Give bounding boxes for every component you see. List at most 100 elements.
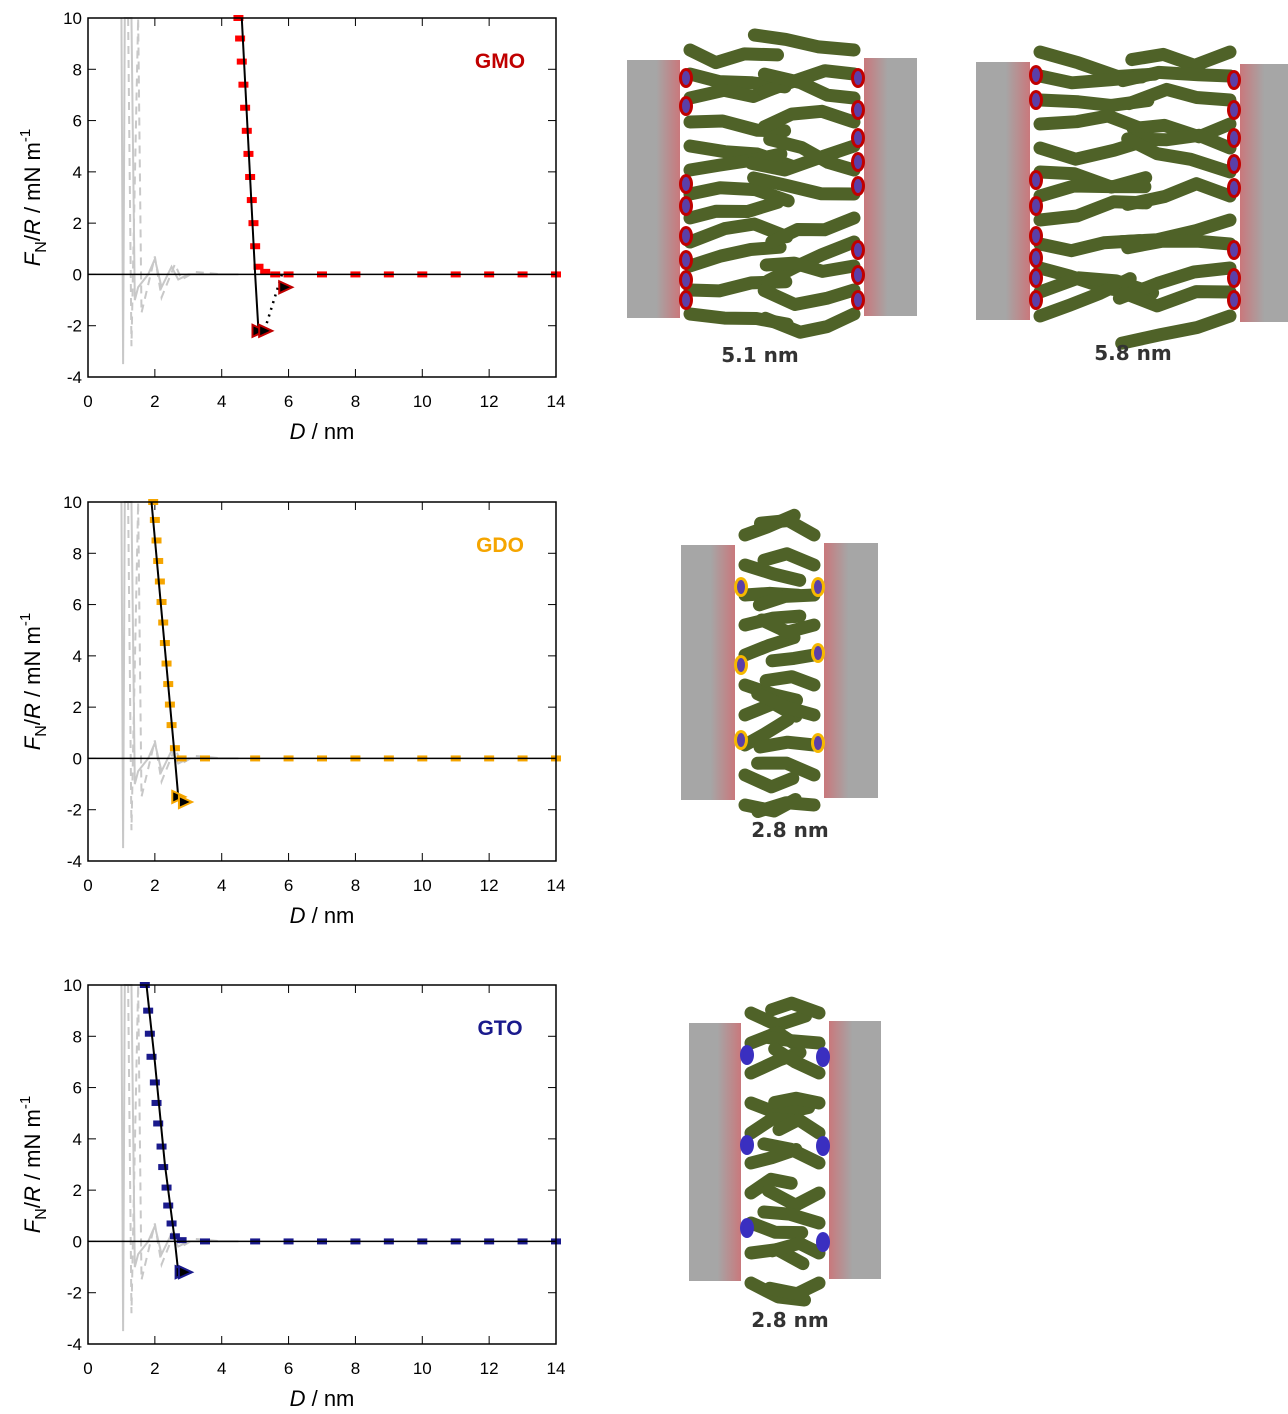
lipid-chain — [757, 1205, 826, 1230]
x-tick-label: 4 — [217, 1359, 226, 1378]
head-core — [819, 1235, 827, 1249]
y-tick-label: 6 — [73, 112, 82, 131]
separation-label: 2.8 nm — [751, 1308, 828, 1332]
data-point — [260, 268, 271, 275]
reference-curve — [120, 17, 239, 365]
surface — [976, 62, 1030, 320]
lipid-chain — [747, 171, 861, 201]
y-label-part: / — [20, 1201, 45, 1208]
data-point — [151, 1099, 162, 1106]
head-core — [1230, 181, 1238, 195]
lipid-chain — [757, 104, 861, 134]
y-label-part: N — [33, 1208, 50, 1220]
y-tick-label: 8 — [73, 544, 82, 563]
y-label-part: F — [20, 1218, 45, 1233]
fit-line — [240, 17, 260, 331]
lipid-chain — [758, 307, 861, 339]
head-core — [1032, 251, 1040, 265]
x-axis-label: D / nm — [290, 1386, 355, 1411]
lipid-chain — [765, 211, 861, 249]
y-tick-label: 10 — [63, 976, 82, 995]
head-core — [1230, 271, 1238, 285]
y-label-part: / mN m — [20, 1109, 45, 1186]
y-label-part: F — [20, 251, 45, 266]
schematic: 2.8 nm — [681, 508, 878, 842]
y-tick-label: -2 — [67, 317, 82, 336]
y-tick-label: 6 — [73, 1079, 82, 1098]
x-tick-label: 14 — [547, 876, 566, 895]
annotation: GTO — [477, 1017, 522, 1040]
y-tick-label: -4 — [67, 852, 82, 871]
lipid-chain — [751, 796, 821, 818]
lipid-chain — [763, 132, 861, 177]
lipid-chain — [763, 1276, 826, 1301]
y-tick-label: 10 — [63, 493, 82, 512]
data-point — [153, 1120, 164, 1127]
lipid-chain — [683, 147, 788, 177]
lipid-chain — [683, 43, 784, 70]
data-point — [149, 516, 160, 523]
lipid-chain — [761, 1184, 826, 1212]
lipid-chain — [738, 631, 801, 662]
lipid-chain — [757, 1137, 826, 1170]
y-tick-label: 4 — [73, 647, 82, 666]
head-core — [1032, 93, 1040, 107]
data-point — [238, 81, 249, 88]
schematic: 2.8 nm — [689, 996, 881, 1332]
y-tick-label: 10 — [63, 9, 82, 28]
x-axis-label: D / nm — [290, 419, 355, 444]
data-point — [253, 263, 264, 270]
surface — [1240, 64, 1288, 322]
y-label-part: R — [20, 1186, 45, 1202]
x-tick-label: 6 — [284, 392, 293, 411]
head-core — [819, 1050, 827, 1064]
lipid-chain — [757, 67, 861, 105]
y-tick-label: 0 — [73, 749, 82, 768]
lipid-chain — [1125, 45, 1237, 72]
separation-label: 5.8 nm — [1094, 341, 1171, 365]
head-core — [1032, 173, 1040, 187]
lipid-chain — [744, 1216, 809, 1240]
lipid-chain — [1121, 234, 1237, 255]
fit-line — [263, 274, 284, 329]
lipid-chain — [761, 1031, 826, 1050]
y-label-part: N — [33, 241, 50, 253]
lipid-chain — [772, 1113, 826, 1140]
lipid-chain — [747, 28, 861, 57]
data-point — [146, 1053, 157, 1060]
head-core — [854, 268, 862, 282]
y-label-part: F — [20, 735, 45, 750]
lipid-chain — [744, 139, 861, 177]
y-axis-label: FN/R / mN m-1 — [17, 1096, 50, 1233]
chart: 0 2 4 6 8 10 12 14 -4 -2 0 2 4 6 8 10 GDO D / nm FN/R / mN… — [17, 493, 565, 928]
head-core — [743, 1048, 751, 1062]
x-tick-label: 12 — [480, 876, 499, 895]
lipid-chain — [1033, 272, 1137, 323]
head-core — [682, 229, 690, 243]
lipid-chain — [754, 514, 821, 542]
lipid-chain — [683, 240, 787, 273]
lipid-chain — [751, 756, 821, 782]
head-core — [682, 99, 690, 113]
separation-label: 5.1 nm — [721, 343, 798, 367]
lipid-chain — [1116, 65, 1237, 88]
surface — [627, 60, 680, 318]
x-tick-label: 0 — [83, 1359, 92, 1378]
y-tick-label: 4 — [73, 1130, 82, 1149]
lipid-chain — [738, 713, 795, 752]
y-tick-label: -2 — [67, 1284, 82, 1303]
head-core — [1032, 271, 1040, 285]
lipid-chain — [738, 768, 800, 794]
head-core — [737, 658, 745, 672]
head-core — [682, 253, 690, 267]
lipid-chain — [1121, 177, 1237, 211]
x-label-part: / nm — [305, 419, 354, 444]
fit-line — [150, 501, 180, 797]
head-core — [1230, 131, 1238, 145]
schematic: 5.8 nm — [976, 45, 1288, 365]
lipid-chain — [757, 64, 861, 99]
lipid-chain — [753, 735, 821, 754]
head-core — [1230, 243, 1238, 257]
y-tick-label: 2 — [73, 698, 82, 717]
